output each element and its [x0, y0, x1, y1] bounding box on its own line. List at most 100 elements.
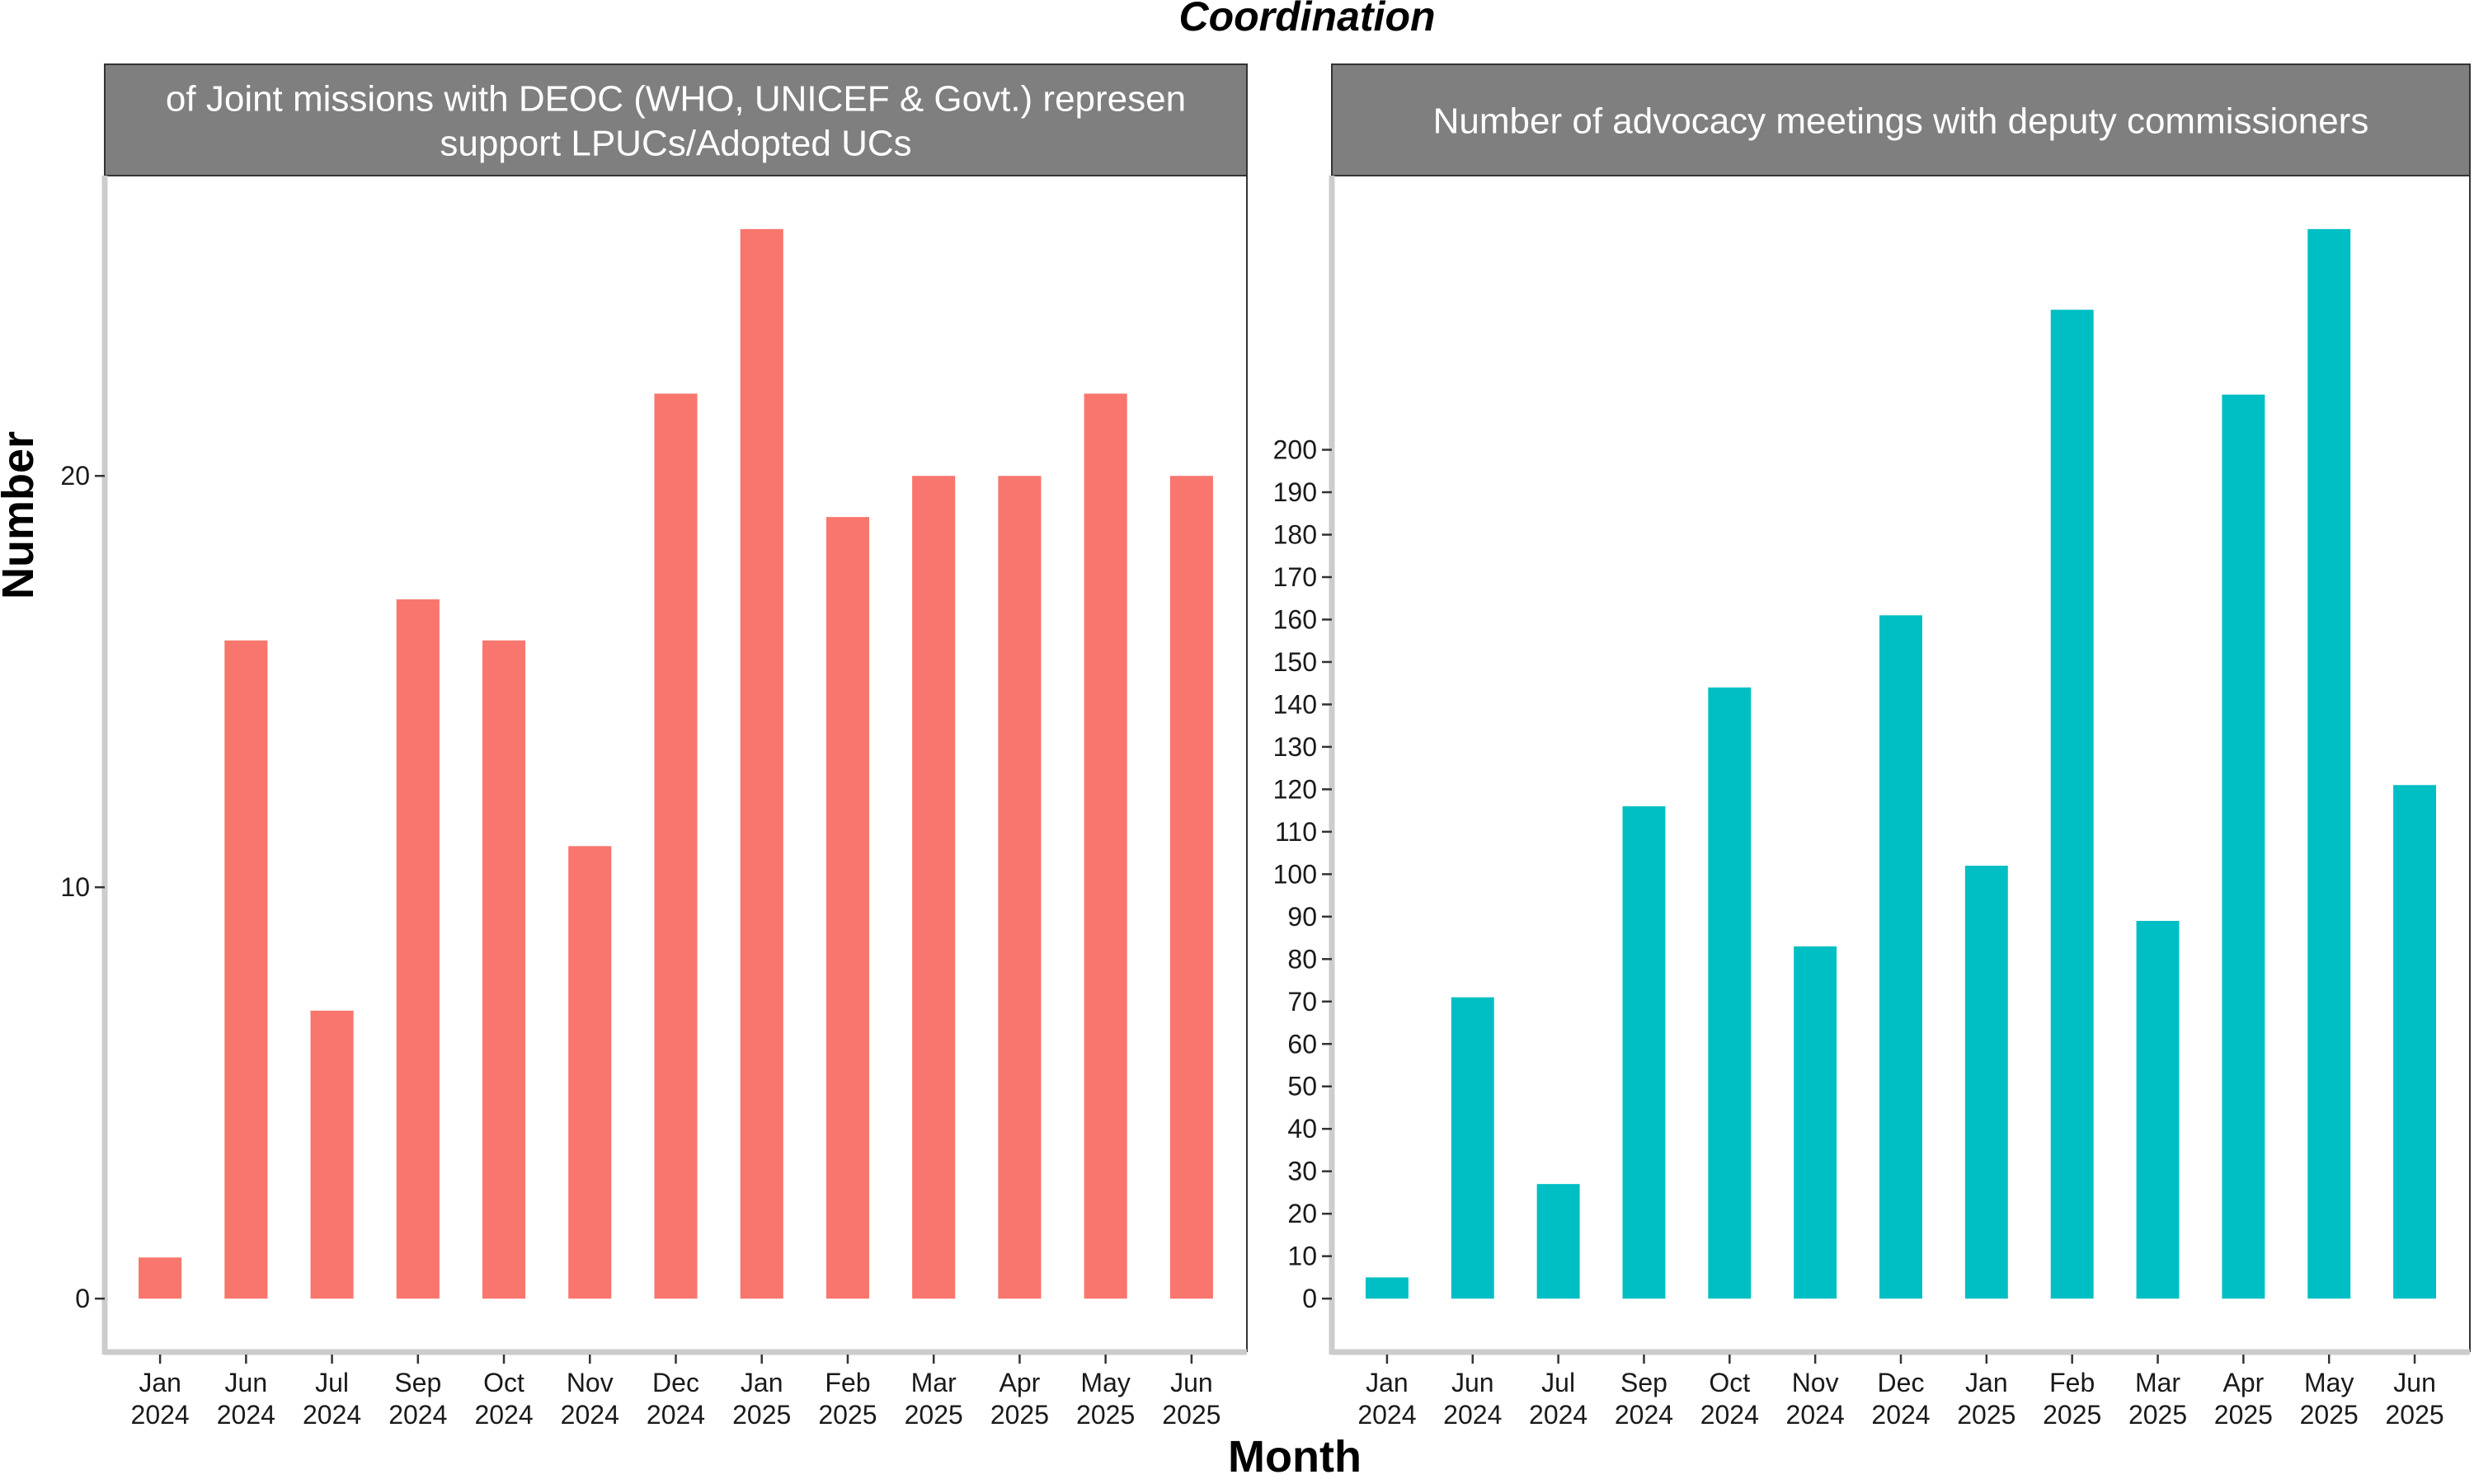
bar-jan-2025 [740, 228, 783, 1299]
bar-jun-2025 [2393, 785, 2437, 1299]
x-tick-label: Jan [741, 1368, 783, 1397]
y-tick-label: 110 [1275, 817, 1317, 847]
y-tick-label: 20 [1287, 1199, 1317, 1228]
x-tick-label: Jan [1366, 1368, 1409, 1397]
x-tick-label: Mar [2135, 1368, 2180, 1397]
x-tick-label: Nov [1792, 1368, 1839, 1397]
x-tick-label: Oct [1709, 1368, 1750, 1397]
facet-strip [1331, 63, 2471, 176]
y-tick-label: 30 [1287, 1157, 1317, 1186]
bar-oct-2024 [1708, 687, 1752, 1299]
bar-sep-2024 [396, 599, 440, 1299]
x-tick-label: 2025 [1162, 1400, 1221, 1430]
x-axis-label: Month [1228, 1432, 1362, 1482]
x-tick-label: 2024 [1357, 1400, 1416, 1430]
y-tick-label: 120 [1273, 774, 1317, 804]
x-tick-label: 2025 [2385, 1400, 2443, 1430]
bar-mar-2025 [2136, 920, 2180, 1299]
x-tick-label: Oct [483, 1368, 524, 1397]
panel-2: Number of advocacy meetings with deputy … [1273, 63, 2471, 1430]
x-tick-label: 2025 [732, 1400, 791, 1430]
y-tick-label: 100 [1273, 859, 1317, 889]
y-tick-label: 160 [1273, 604, 1317, 634]
bar-may-2025 [2307, 228, 2351, 1299]
x-tick-label: 2024 [303, 1400, 361, 1430]
x-tick-label: Sep [1620, 1368, 1667, 1397]
x-tick-label: 2024 [131, 1400, 190, 1430]
x-tick-label: 2024 [647, 1400, 705, 1430]
x-tick-label: Jul [315, 1368, 349, 1397]
bar-jun-2024 [224, 640, 268, 1299]
x-tick-label: Jan [1965, 1368, 2008, 1397]
bar-nov-2024 [568, 846, 612, 1299]
bar-sep-2024 [1622, 805, 1666, 1299]
x-tick-label: Jan [139, 1368, 181, 1397]
y-tick-label: 130 [1273, 732, 1317, 762]
bar-jul-2024 [1536, 1184, 1580, 1299]
y-tick-label: 190 [1273, 477, 1317, 507]
x-tick-label: Jun [2393, 1368, 2436, 1397]
x-tick-label: Nov [567, 1368, 614, 1397]
bar-feb-2025 [825, 517, 870, 1299]
x-tick-label: Mar [911, 1368, 957, 1397]
y-tick-label: 70 [1287, 987, 1317, 1017]
facet-panels: of Joint missions with DEOC (WHO, UNICEF… [60, 63, 2471, 1430]
bar-jul-2024 [310, 1010, 354, 1299]
x-tick-label: 2025 [1076, 1400, 1135, 1430]
x-tick-label: Feb [825, 1368, 870, 1397]
y-tick-label: 150 [1273, 647, 1317, 677]
bar-nov-2024 [1794, 946, 1837, 1299]
x-tick-label: Apr [999, 1368, 1041, 1397]
bar-oct-2024 [482, 640, 526, 1299]
x-tick-label: May [1080, 1368, 1130, 1397]
bar-jan-2024 [1365, 1277, 1409, 1299]
bar-feb-2025 [2050, 309, 2094, 1299]
y-tick-label: 60 [1287, 1029, 1317, 1059]
y-tick-label: 170 [1273, 562, 1317, 592]
y-tick-label: 90 [1287, 902, 1317, 932]
y-tick-label: 80 [1287, 944, 1317, 974]
y-tick-label: 10 [60, 872, 90, 902]
facet-title: of Joint missions with DEOC (WHO, UNICEF… [166, 79, 1186, 164]
x-tick-label: 2024 [1443, 1400, 1502, 1430]
x-tick-label: Feb [2049, 1368, 2095, 1397]
bar-jun-2024 [1451, 997, 1494, 1299]
x-tick-label: 2025 [2214, 1400, 2273, 1430]
x-tick-label: 2025 [2128, 1400, 2187, 1430]
bar-jan-2025 [1964, 866, 2008, 1299]
bar-may-2025 [1084, 393, 1127, 1299]
y-tick-label: 180 [1273, 520, 1317, 550]
facet-title-line: Number of advocacy meetings with deputy … [1433, 101, 2369, 142]
bar-dec-2024 [1879, 615, 1922, 1299]
bar-jan-2024 [139, 1257, 182, 1299]
y-tick-label: 140 [1273, 689, 1317, 719]
x-tick-label: Sep [394, 1368, 441, 1397]
y-tick-label: 50 [1287, 1072, 1317, 1101]
x-tick-label: 2024 [1615, 1400, 1673, 1430]
x-tick-label: 2024 [1786, 1400, 1845, 1430]
x-tick-label: 2025 [818, 1400, 877, 1430]
y-axis-label: Number [0, 431, 43, 599]
bar-apr-2025 [998, 476, 1042, 1299]
bar-jun-2025 [1169, 476, 1213, 1299]
facet-title-line: of Joint missions with DEOC (WHO, UNICEF… [166, 79, 1186, 120]
facet-title-line: support LPUCs/Adopted UCs [440, 124, 911, 164]
x-tick-label: 2024 [474, 1400, 533, 1430]
y-tick-label: 40 [1287, 1114, 1317, 1144]
x-tick-label: Dec [1878, 1368, 1925, 1397]
y-tick-label: 200 [1273, 435, 1317, 465]
x-tick-label: Dec [652, 1368, 699, 1397]
x-tick-label: May [2304, 1368, 2354, 1397]
x-tick-label: Jun [1170, 1368, 1213, 1397]
x-tick-label: Apr [2222, 1368, 2264, 1397]
facet-strip [104, 63, 1248, 176]
x-tick-label: Jun [225, 1368, 268, 1397]
panel-1: of Joint missions with DEOC (WHO, UNICEF… [60, 63, 1248, 1430]
x-tick-label: 2025 [990, 1400, 1049, 1430]
y-tick-label: 10 [1287, 1242, 1317, 1271]
bar-dec-2024 [654, 393, 698, 1299]
x-tick-label: Jun [1451, 1368, 1494, 1397]
facet-title: Number of advocacy meetings with deputy … [1433, 101, 2369, 142]
x-tick-label: 2024 [1871, 1400, 1930, 1430]
